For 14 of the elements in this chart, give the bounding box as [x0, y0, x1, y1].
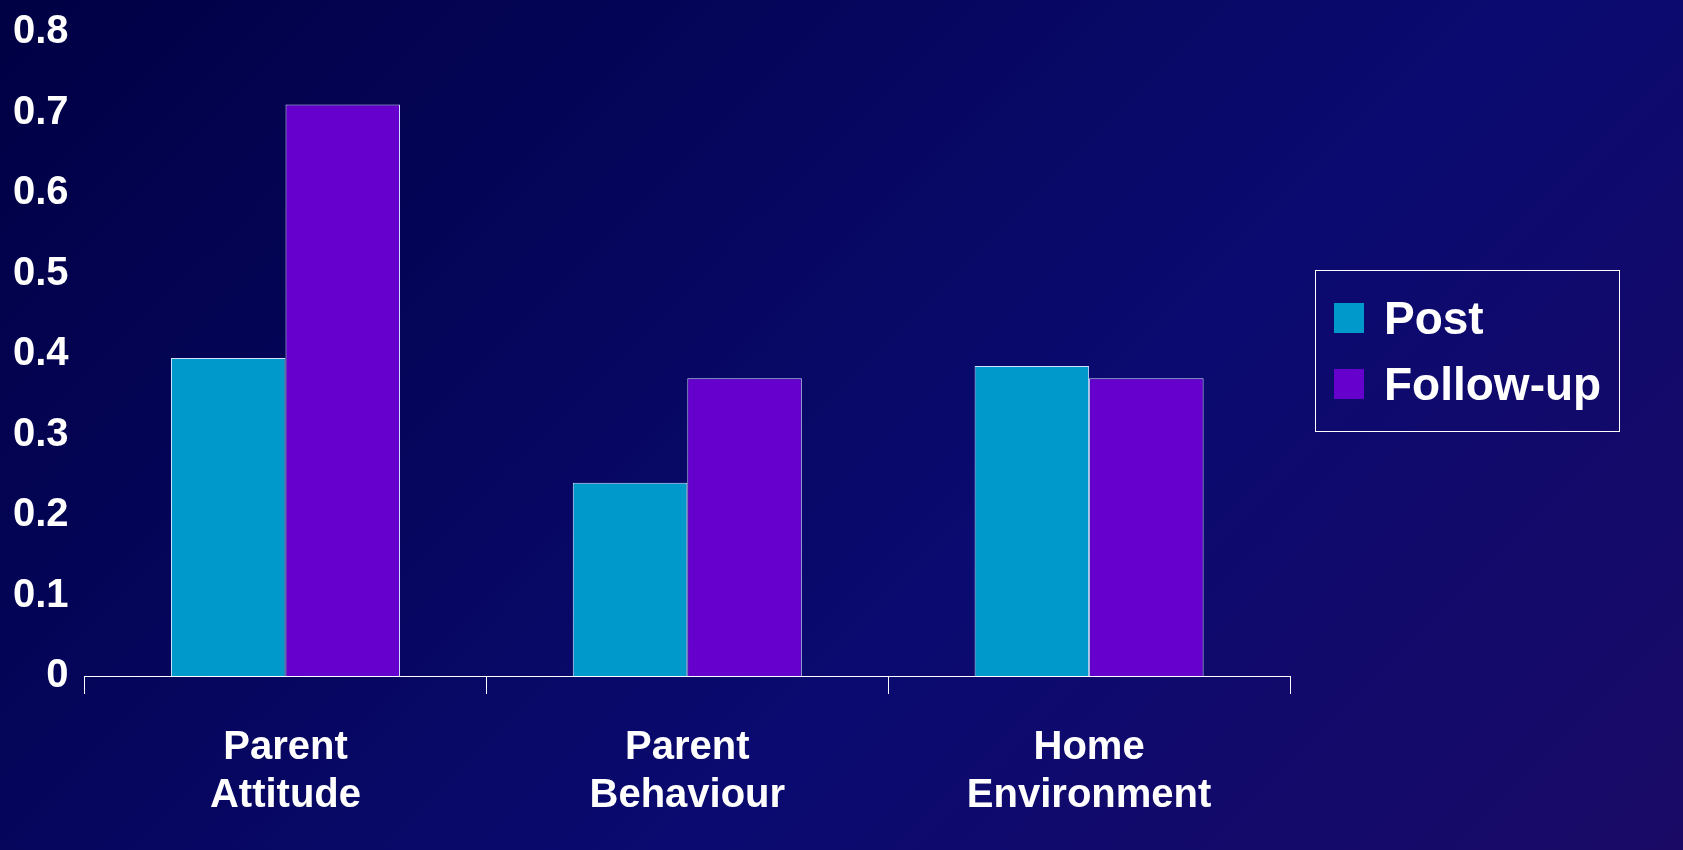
- legend-label: Follow-up: [1384, 357, 1602, 412]
- y-tick-label: 0.6: [13, 168, 69, 213]
- y-tick-label: 0.4: [13, 329, 70, 374]
- x-tick-label: Home Environment: [966, 723, 1212, 816]
- x-tick-label: Parent Attitude: [209, 723, 362, 816]
- y-tick-label: 0.3: [13, 409, 69, 454]
- y-tick-label: 0.2: [13, 490, 69, 535]
- y-tick-label: 0.7: [13, 87, 69, 132]
- y-tick-label: 0.5: [13, 248, 69, 293]
- x-tick-label: Parent Behaviour: [589, 723, 786, 816]
- y-tick-label: 0: [46, 651, 69, 696]
- y-tick-label: 0.1: [13, 570, 69, 615]
- legend-label: Post: [1384, 291, 1484, 346]
- y-tick-label: 0.8: [13, 7, 69, 52]
